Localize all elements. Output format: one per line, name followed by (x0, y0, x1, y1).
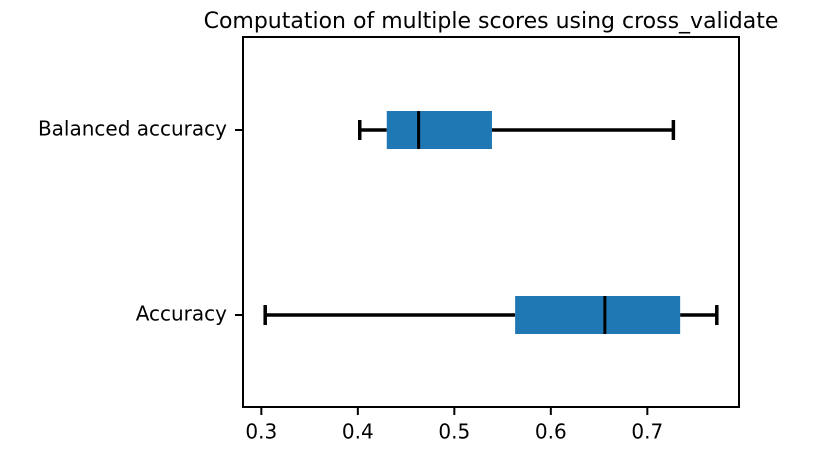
x-tick-label: 0.7 (631, 420, 663, 444)
x-tick-label: 0.3 (245, 420, 277, 444)
chart-title: Computation of multiple scores using cro… (204, 9, 779, 34)
y-tick-label: Accuracy (136, 302, 227, 326)
box (515, 296, 681, 334)
x-tick-label: 0.5 (438, 420, 470, 444)
x-tick-label: 0.4 (342, 420, 374, 444)
plot-frame (242, 36, 740, 408)
box (386, 111, 492, 149)
x-tick-label: 0.6 (535, 420, 567, 444)
y-tick-label: Balanced accuracy (38, 117, 227, 141)
